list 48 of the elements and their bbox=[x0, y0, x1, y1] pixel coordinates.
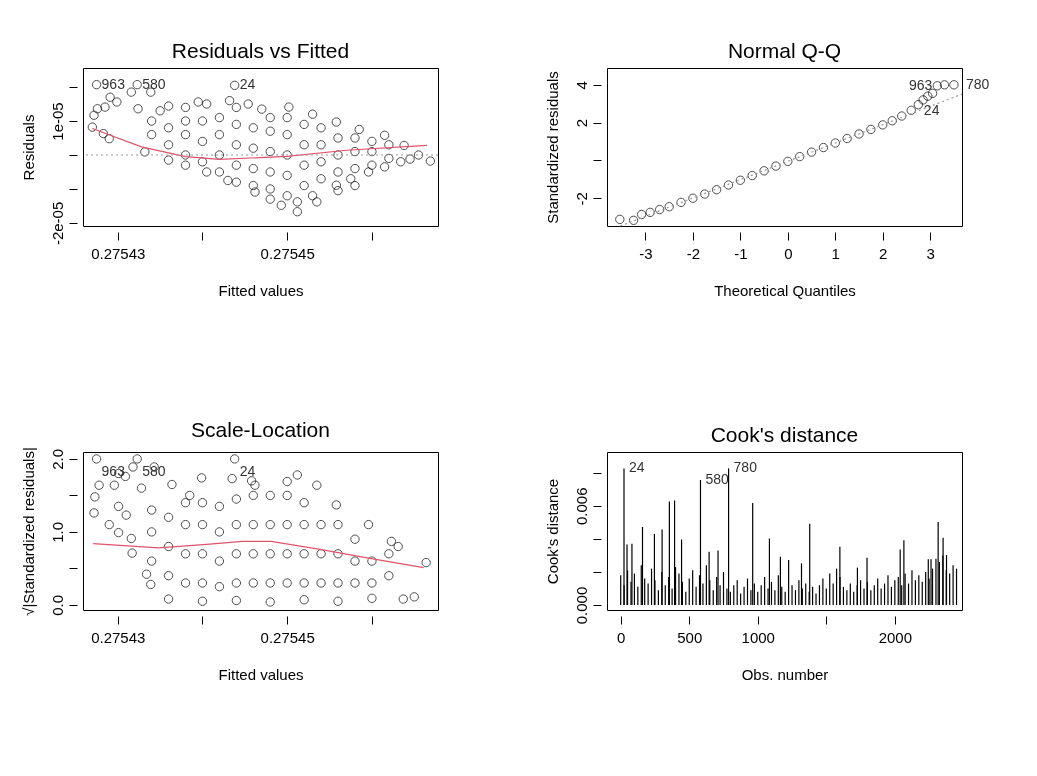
y-axis-title: Cook's distance bbox=[543, 478, 561, 585]
y-tick-label: 0.0 bbox=[48, 594, 66, 616]
chart-title: Normal Q-Q bbox=[727, 39, 842, 62]
x-tick-label: 500 bbox=[677, 628, 703, 646]
x-tick-label: 1000 bbox=[741, 628, 775, 646]
y-tick-label: 2 bbox=[572, 118, 590, 128]
y-tick-label: 0.000 bbox=[572, 586, 590, 625]
y-tick-label: -2 bbox=[572, 192, 590, 206]
y-tick-label: 1.0 bbox=[48, 521, 66, 543]
x-tick-label: 1 bbox=[831, 244, 840, 262]
y-tick-label: -2e-05 bbox=[48, 201, 66, 246]
x-tick-label: 0.27545 bbox=[260, 244, 315, 262]
x-tick-label: 0 bbox=[784, 244, 793, 262]
annotation: 780 bbox=[966, 75, 990, 92]
annotation: 780 bbox=[733, 459, 758, 476]
x-tick-label: -3 bbox=[639, 244, 653, 262]
chart-title: Residuals vs Fitted bbox=[171, 39, 350, 62]
x-axis-title: Fitted values bbox=[218, 665, 304, 683]
annotation: 963 bbox=[101, 75, 126, 92]
y-tick-label: 0.006 bbox=[572, 487, 590, 526]
x-tick-label: 0 bbox=[617, 628, 626, 646]
y-axis-title: √|Standardized residuals| bbox=[19, 447, 37, 616]
y-tick-label: 2.0 bbox=[48, 449, 66, 470]
x-tick-label: 0.27545 bbox=[260, 628, 315, 646]
annotation: 963 bbox=[101, 462, 126, 479]
x-tick-label: 0.27543 bbox=[91, 244, 146, 262]
x-axis-title: Obs. number bbox=[741, 665, 829, 683]
x-tick-label: 2 bbox=[879, 244, 888, 262]
x-tick-label: 2000 bbox=[878, 628, 913, 646]
x-tick-label: 3 bbox=[926, 244, 935, 262]
x-tick-label: 0.27543 bbox=[91, 628, 146, 646]
y-axis-title: Standardized residuals bbox=[543, 71, 561, 224]
y-axis-title: Residuals bbox=[19, 114, 37, 181]
y-tick-label: 4 bbox=[572, 81, 590, 90]
annotation: 24 bbox=[239, 76, 256, 93]
annotation: 580 bbox=[142, 462, 166, 479]
annotation: 24 bbox=[239, 462, 256, 479]
chart-title: Scale-Location bbox=[191, 417, 330, 441]
x-tick-label: -2 bbox=[686, 244, 701, 262]
x-tick-label: -1 bbox=[734, 244, 748, 262]
annotation: 580 bbox=[142, 75, 166, 92]
annotation: 24 bbox=[629, 459, 645, 476]
y-tick-label: 1e-05 bbox=[48, 102, 66, 141]
annotation: 24 bbox=[923, 101, 940, 118]
chart-title: Cook's distance bbox=[710, 423, 859, 446]
annotation: 963 bbox=[908, 76, 933, 93]
x-axis-title: Theoretical Quantiles bbox=[714, 281, 856, 299]
x-axis-title: Fitted values bbox=[218, 281, 304, 299]
